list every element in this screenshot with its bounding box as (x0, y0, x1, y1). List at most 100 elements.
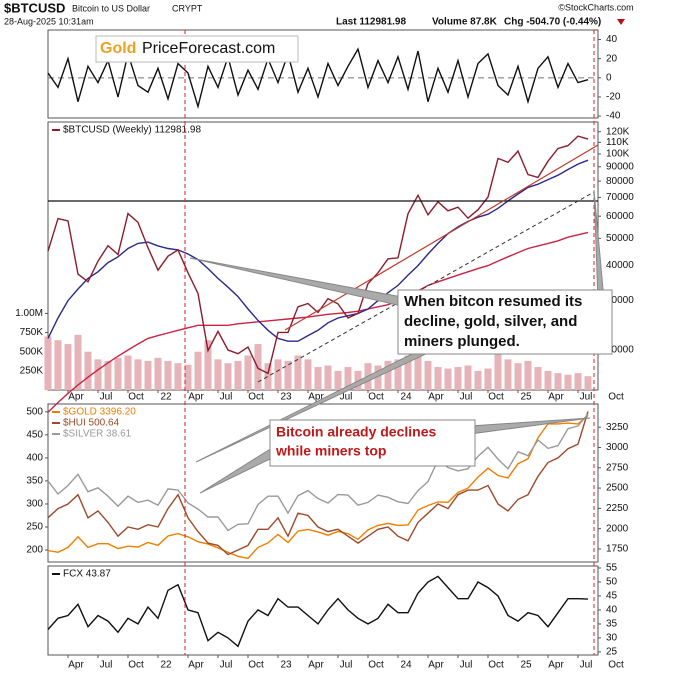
volume-bar (204, 340, 212, 390)
volume-bar (144, 360, 152, 390)
y-tick-label: 50 (606, 577, 618, 588)
y-tick-label: 30 (606, 633, 618, 644)
volume-bar (314, 367, 322, 390)
series-line (47, 411, 589, 556)
volume-bar (424, 360, 432, 390)
exchange: CRYPT (172, 3, 203, 13)
volume-bar (504, 359, 512, 390)
volume-bar (124, 355, 132, 390)
y-tick-label: 80000 (606, 176, 634, 187)
x-tick-label: 24 (400, 392, 412, 403)
y-tick-label: 300 (26, 499, 43, 510)
volume-bar (524, 360, 532, 390)
y-tick-label: 3250 (606, 422, 629, 433)
volume-bar (394, 359, 402, 390)
y-tick-label: 30000 (606, 295, 634, 306)
volume-bar (494, 351, 502, 390)
y-tick-label: 1.00M (15, 308, 43, 319)
x-tick-label: Jul (460, 660, 473, 671)
symbol-name: Bitcoin to US Dollar (72, 3, 150, 13)
y-tick-label: 55 (606, 563, 618, 574)
y-tick-label: 2750 (606, 462, 629, 473)
y-tick-label: 3000 (606, 442, 629, 453)
logo-text: PriceForecast.com (142, 40, 275, 57)
x-tick-label: Apr (428, 392, 444, 403)
volume-bar (434, 367, 442, 390)
volume-bar (534, 367, 542, 390)
volume-bar (324, 365, 332, 390)
volume-bar (294, 355, 302, 390)
y-tick-label: 1750 (606, 544, 629, 555)
date: 28-Aug-2025 10:31am (4, 16, 94, 26)
x-tick-label: Oct (248, 392, 264, 403)
y-tick-label: 2000 (606, 523, 629, 534)
x-tick-label: Oct (488, 660, 504, 671)
y-tick-label: 90000 (606, 161, 634, 172)
y-tick-label: 200 (26, 545, 43, 556)
legend-label: FCX 43.87 (63, 569, 111, 580)
x-tick-label: Jul (580, 660, 593, 671)
series-line (47, 231, 589, 413)
volume-bar (304, 359, 312, 390)
x-tick-label: 24 (400, 660, 412, 671)
volume-bar (44, 336, 52, 390)
x-tick-label: Apr (428, 660, 444, 671)
x-tick-label: Apr (188, 660, 204, 671)
volume-bar (54, 340, 62, 390)
y-tick-label: 0 (606, 72, 612, 83)
volume-bar (334, 370, 342, 390)
series-line (47, 413, 589, 532)
y-tick-label: 350 (26, 476, 43, 487)
x-tick-label: 22 (160, 660, 172, 671)
y-tick-label: 250K (20, 365, 44, 376)
y-tick-label: 100K (606, 149, 630, 160)
x-tick-label: 22 (160, 392, 172, 403)
trend-line (257, 191, 595, 383)
panel-frame (47, 403, 599, 563)
volume-bar (194, 351, 202, 390)
arrow (593, 189, 605, 301)
volume-bar (74, 334, 82, 390)
annotation-box (397, 289, 613, 355)
volume-bar (544, 370, 552, 390)
annotation: decline, gold, silver, and (404, 313, 577, 330)
y-tick-label: 50000 (606, 233, 634, 244)
x-tick-label: Jul (100, 660, 113, 671)
x-tick-label: Apr (68, 392, 84, 403)
y-tick-label: 40 (606, 34, 618, 45)
series-line (47, 47, 589, 110)
x-tick-label: 23 (280, 392, 292, 403)
volume-bar (454, 367, 462, 390)
annotation: Bitcoin already declines (276, 424, 436, 440)
x-tick-label: Oct (368, 392, 384, 403)
volume-bar (584, 376, 592, 390)
x-tick-label: Jul (220, 660, 233, 671)
x-tick-label: Apr (308, 660, 324, 671)
y-tick-label: -20 (606, 92, 621, 103)
legend-label: $HUI 500.64 (63, 418, 120, 429)
panels: 40200-20-40120K110K100K90000800007000060… (15, 29, 634, 671)
volume-bar (274, 359, 282, 390)
y-tick-label: 70000 (606, 192, 634, 203)
x-tick-label: Jul (220, 392, 233, 403)
y-tick-label: 45 (606, 591, 618, 602)
x-tick-label: 25 (520, 392, 532, 403)
x-tick-label: Oct (248, 660, 264, 671)
y-tick-label: 110K (606, 137, 629, 148)
annotation: miners plunged. (404, 333, 520, 350)
x-tick-label: Jul (100, 392, 113, 403)
volume-bar (94, 359, 102, 390)
x-tick-label: Oct (128, 392, 144, 403)
x-tick-label: Oct (368, 660, 384, 671)
volume-bar (64, 344, 72, 390)
x-tick-label: Oct (608, 660, 624, 671)
x-tick-label: Apr (68, 660, 84, 671)
y-tick-label: 400 (26, 453, 43, 464)
volume-bar (374, 365, 382, 390)
volume-bar (174, 363, 182, 390)
volume-bar (84, 351, 92, 390)
symbol: $BTCUSD (4, 0, 65, 15)
x-tick-label: Oct (488, 392, 504, 403)
watermark: ©StockCharts.com (558, 2, 633, 12)
